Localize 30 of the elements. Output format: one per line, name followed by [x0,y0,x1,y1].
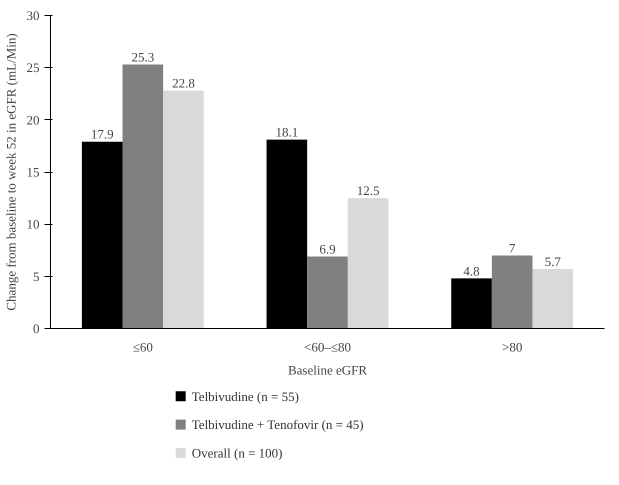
bar [163,90,204,328]
y-tick-label: 5 [33,268,40,284]
data-label: 18.1 [276,124,298,140]
bar [348,198,388,328]
bar [492,255,532,328]
data-label: 25.3 [131,50,154,65]
x-tick-label: ≤60 [132,340,153,354]
y-tick-label: 15 [26,164,40,180]
legend-label: Telbivudine (n = 55) [192,388,299,404]
y-tick-label: 0 [33,321,40,336]
bar [532,269,574,328]
data-label: 4.8 [463,263,480,278]
data-label: 17.9 [90,126,114,142]
bar [307,256,348,328]
data-label: 7 [508,240,516,256]
y-tick-label: 20 [26,112,40,128]
data-label: 12.5 [356,183,380,198]
data-label: 22.8 [172,76,195,91]
x-axis-title: Baseline eGFR [288,362,368,378]
y-axis-title: Change from baseline to week 52 in eGFR (mL/Min) [4,33,18,311]
y-tick-label: 25 [26,60,40,76]
legend-label: Overall (n = 100) [192,445,283,460]
bar [122,64,164,328]
legend-label: Telbivudine + Tenofovir (n = 45) [192,417,364,432]
y-tick-label: 30 [26,8,40,23]
data-label: 5.7 [544,254,562,270]
y-tick-label: 10 [26,216,40,232]
x-tick-label: >80 [502,340,522,354]
data-label: 6.9 [319,242,336,257]
x-tick-label: <60–≤80 [304,340,351,354]
